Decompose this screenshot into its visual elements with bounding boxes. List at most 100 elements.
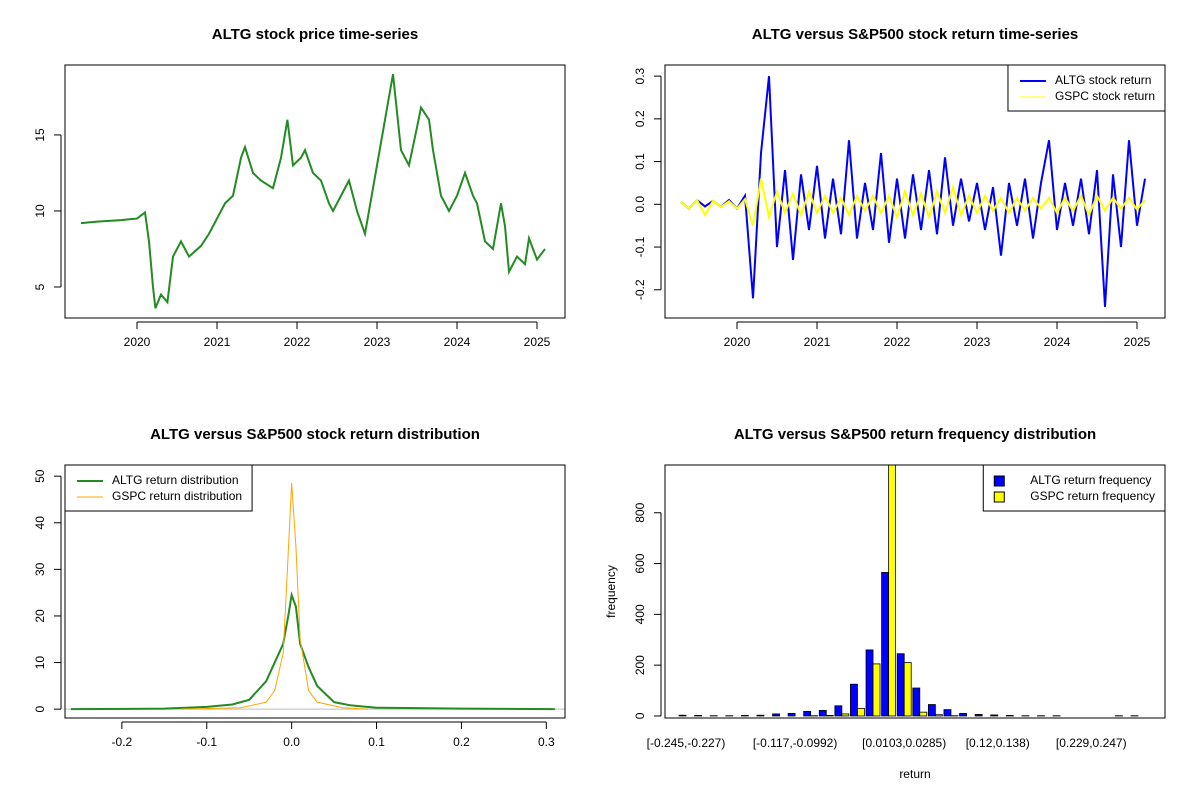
line-series — [70, 591, 555, 711]
bar — [818, 709, 827, 717]
chart-title: ALTG versus S&P500 return frequency dist… — [734, 426, 1096, 443]
y-tick-label: 30 — [33, 562, 47, 576]
x-tick-label: 2024 — [1044, 335, 1071, 349]
y-tick-label: 15 — [33, 128, 47, 142]
y-tick-label: 0.1 — [633, 153, 647, 170]
x-tick-label: 2022 — [284, 335, 311, 349]
bar — [974, 714, 983, 717]
y-tick-label: 200 — [633, 655, 647, 675]
y-tick-label: -0.1 — [633, 236, 647, 257]
bar — [803, 710, 812, 717]
x-tick-label: [0.229,0.247) — [1056, 736, 1127, 750]
legend-swatch — [993, 491, 1005, 503]
legend: ALTG return distribution GSPC return dist… — [64, 464, 253, 512]
bar — [678, 714, 687, 717]
x-tick-label: 0.3 — [538, 735, 555, 749]
bar — [787, 713, 796, 717]
bar — [888, 465, 897, 717]
x-tick-label: 2023 — [964, 335, 991, 349]
y-tick-label: 400 — [633, 604, 647, 624]
x-tick-label: 0.1 — [368, 735, 385, 749]
bar — [772, 713, 780, 717]
bar — [927, 704, 936, 717]
x-tick-label: [-0.117,-0.0992) — [753, 736, 838, 750]
bar — [903, 662, 912, 717]
legend: ALTG stock return GSPC stock return — [1007, 64, 1166, 112]
panel: ALTG versus S&P500 stock return distribu… — [33, 426, 566, 749]
legend-box — [1007, 64, 1166, 112]
y-tick-label: 10 — [33, 656, 47, 670]
bar — [881, 572, 890, 717]
x-tick-label: 2025 — [1124, 335, 1151, 349]
x-tick-label: 2020 — [124, 335, 151, 349]
plot-area — [678, 465, 1139, 717]
x-tick-label: 2025 — [524, 335, 551, 349]
x-tick-label: 2020 — [724, 335, 751, 349]
y-tick-label: 5 — [33, 283, 47, 290]
x-tick-label: [-0.245,-0.227) — [647, 736, 726, 750]
bar — [756, 714, 765, 717]
y-tick-label: 0.2 — [633, 110, 647, 127]
bar — [850, 683, 858, 717]
bar — [825, 715, 834, 717]
legend-label: ALTG return frequency — [1030, 473, 1151, 487]
x-tick-label: [0.12,0.138) — [966, 736, 1030, 750]
x-tick-label: 2024 — [444, 335, 471, 349]
panel: ALTG stock price time-series 5 10 15 2020 202… — [33, 26, 566, 349]
plot-box — [64, 464, 566, 719]
y-tick-label: -0.2 — [633, 279, 647, 300]
y-axis-title: frequency — [604, 565, 618, 618]
y-tick-label: 0.3 — [633, 67, 647, 84]
y-tick-label: 0 — [33, 705, 47, 712]
y-tick-label: 50 — [33, 469, 47, 483]
line-series — [181, 483, 369, 710]
x-tick-label: 2021 — [204, 335, 231, 349]
legend-box — [982, 464, 1166, 512]
legend-label: GSPC return frequency — [1030, 489, 1155, 503]
plot-box — [664, 464, 1166, 719]
x-tick-label: 2021 — [804, 335, 831, 349]
bar — [872, 663, 881, 717]
panel: ALTG versus S&P500 stock return time-ser… — [633, 26, 1166, 349]
legend-label: GSPC return distribution — [112, 489, 242, 503]
y-tick-label: 0.0 — [633, 196, 647, 213]
legend: ALTG return frequency GSPC return frequen… — [982, 464, 1166, 512]
plot-box — [64, 64, 566, 319]
plot-area — [65, 483, 565, 711]
legend-label: GSPC stock return — [1055, 89, 1155, 103]
line-series — [80, 73, 546, 309]
line-series — [680, 76, 1146, 307]
line-series — [680, 178, 1146, 226]
x-tick-label: 0.2 — [453, 735, 470, 749]
x-tick-label: [0.0103,0.0285) — [862, 736, 946, 750]
bar — [834, 705, 843, 717]
chart-title: ALTG versus S&P500 stock return distribu… — [150, 426, 480, 443]
y-tick-label: 40 — [33, 516, 47, 530]
bar — [959, 713, 967, 717]
bar — [934, 714, 943, 717]
plot-box — [664, 64, 1166, 319]
plot-area — [680, 76, 1146, 307]
bar — [841, 713, 850, 717]
panel: ALTG versus S&P500 return frequency dist… — [604, 426, 1166, 781]
legend-label: ALTG return distribution — [112, 473, 239, 487]
x-axis-title: return — [899, 767, 930, 781]
y-tick-label: 10 — [33, 204, 47, 218]
chart-title: ALTG versus S&P500 stock return time-ser… — [752, 26, 1079, 43]
x-tick-label: -0.2 — [112, 735, 133, 749]
y-tick-label: 0 — [633, 712, 647, 719]
bar — [943, 709, 952, 717]
legend-box — [64, 464, 253, 512]
x-tick-label: 2022 — [884, 335, 911, 349]
x-tick-label: 2023 — [364, 335, 391, 349]
chart-title: ALTG stock price time-series — [212, 26, 418, 43]
legend-label: ALTG stock return — [1055, 73, 1151, 87]
bar — [857, 707, 865, 717]
legend-swatch — [993, 475, 1005, 487]
bar — [694, 715, 702, 717]
bar — [1005, 715, 1014, 717]
y-tick-label: 600 — [633, 553, 647, 573]
plot-area — [80, 73, 546, 309]
y-tick-label: 20 — [33, 609, 47, 623]
